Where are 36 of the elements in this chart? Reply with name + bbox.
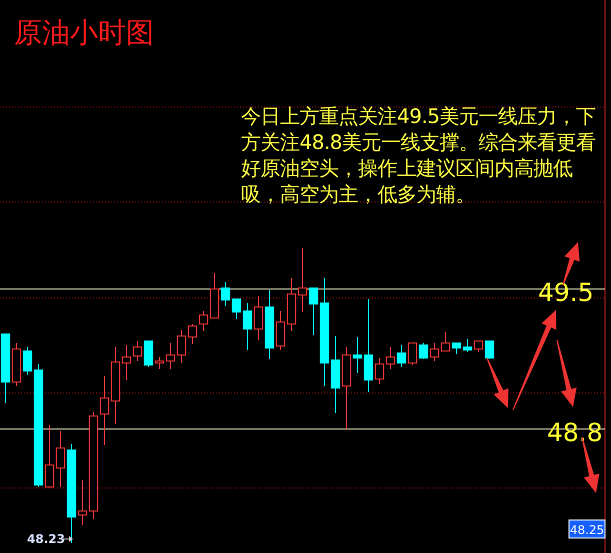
- candlestick: [254, 296, 264, 340]
- candlestick: [198, 310, 208, 332]
- candlestick: [232, 298, 242, 320]
- candlestick: [242, 302, 252, 350]
- candlestick: [308, 288, 318, 336]
- candlestick: [430, 342, 440, 362]
- candlestick: [474, 340, 484, 352]
- candlestick: [176, 330, 186, 364]
- candlestick: [78, 480, 88, 526]
- candlestick: [386, 346, 396, 370]
- candlestick: [408, 342, 418, 366]
- candlestick: [56, 430, 66, 488]
- candlestick: [484, 340, 494, 360]
- candlestick: [396, 344, 406, 368]
- annotation: 48.23: [27, 532, 65, 546]
- candlestick: [440, 332, 450, 352]
- candlestick: [298, 248, 308, 312]
- candlestick: [132, 340, 142, 362]
- candlestick: [452, 342, 462, 354]
- candlestick: [462, 338, 472, 352]
- candlestick: [220, 282, 230, 306]
- candlestick: [144, 340, 154, 368]
- candlestick: [166, 342, 176, 370]
- candlestick: [352, 336, 362, 374]
- text: 48.25: [570, 523, 604, 537]
- candlestick: [154, 356, 164, 370]
- candlestick: [22, 346, 32, 376]
- candlestick: [418, 342, 428, 360]
- candlestick: [122, 344, 132, 380]
- candlestick: [100, 376, 110, 446]
- candlestick: [374, 358, 384, 384]
- text: 原油小时图: [14, 16, 154, 49]
- annotation: 今日上方重点关注49.5美元一线压力，下方关注48.8美元一线支撑。综合来看更看好原油空头，操作上建议区间内高抛低吸，高空为主，低多为辅。: [241, 103, 597, 207]
- candlestick: [188, 324, 198, 344]
- candlestick: [44, 424, 54, 488]
- candlestick: [276, 310, 286, 350]
